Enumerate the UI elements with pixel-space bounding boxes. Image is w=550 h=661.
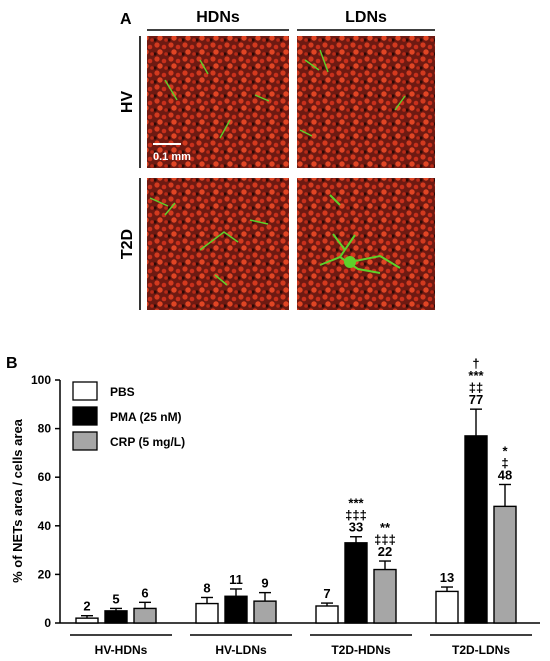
micrograph-hv-hdns: 0.1 mm [147, 36, 289, 168]
y-ticks: 0 20 40 60 80 100 [31, 373, 60, 630]
bar [315, 605, 339, 624]
category-label: HV-LDNs [215, 643, 267, 657]
data-label: 77 [469, 392, 483, 407]
bar [104, 610, 128, 624]
legend-swatch-pbs [72, 381, 98, 401]
bar [464, 435, 488, 624]
legend-label-pbs: PBS [110, 385, 135, 399]
micrograph-t2d-ldns [297, 178, 435, 310]
data-label: 5 [112, 591, 119, 606]
legend-swatch-crp [72, 431, 98, 451]
data-label: 33 [349, 520, 363, 535]
scale-bar [153, 143, 181, 145]
legend-label-crp: CRP (5 mg/L) [110, 435, 185, 449]
micrograph-panel: A HDNs LDNs HV T2D 0.1 mm [119, 9, 435, 310]
panel-a-label: A [120, 11, 132, 28]
data-label: 8 [203, 580, 210, 595]
y-tick-label: 100 [31, 373, 51, 387]
bar-chart: B % of NETs area / cells area 0 20 40 60 80 1… [6, 355, 540, 657]
y-tick-label: 20 [38, 567, 52, 581]
data-label: 6 [141, 585, 148, 600]
row-header-t2d: T2D [119, 229, 136, 259]
y-tick-label: 80 [38, 422, 52, 436]
bar [75, 617, 99, 624]
data-label: 9 [261, 576, 268, 591]
significance-marker: ** [380, 520, 391, 535]
micrograph-t2d-hdns [147, 178, 289, 310]
significance-marker: ‡‡ [469, 380, 483, 395]
scale-bar-label: 0.1 mm [153, 151, 191, 163]
significance-marker: * [502, 443, 508, 458]
y-tick-label: 60 [38, 470, 52, 484]
y-tick-label: 0 [44, 616, 51, 630]
significance-marker: ‡‡‡ [345, 508, 367, 523]
panel-b-label: B [6, 355, 18, 372]
legend: PBS PMA (25 nM) CRP (5 mg/L) [72, 381, 185, 451]
y-tick-label: 40 [38, 519, 52, 533]
legend-label-pma: PMA (25 nM) [110, 410, 182, 424]
column-header-ldns: LDNs [345, 9, 387, 26]
data-label: 2 [83, 599, 90, 614]
bar [195, 602, 219, 624]
bar [373, 568, 397, 624]
bar [435, 590, 459, 624]
category-label: T2D-HDNs [331, 643, 391, 657]
column-header-hdns: HDNs [196, 9, 240, 26]
bar [133, 607, 157, 624]
micrograph-hv-ldns [297, 36, 435, 168]
category-label: HV-HDNs [95, 643, 148, 657]
category-labels: HV-HDNs HV-LDNs T2D-HDNs T2D-LDNs [70, 634, 532, 657]
significance-marker: † [472, 356, 479, 371]
data-label: 7 [323, 586, 330, 601]
significance-marker: *** [348, 496, 364, 511]
significance-marker: *** [468, 368, 484, 383]
bar [493, 505, 517, 624]
data-label: 11 [229, 572, 243, 587]
significance-marker: ‡‡‡ [374, 532, 396, 547]
legend-swatch-pma [72, 406, 98, 426]
bar [344, 542, 368, 624]
bar [253, 600, 277, 624]
significance-marker: ‡ [501, 455, 508, 470]
data-label: 13 [440, 570, 454, 585]
data-label: 22 [378, 544, 392, 559]
bar [224, 595, 248, 624]
row-header-hv: HV [119, 91, 136, 114]
category-label: T2D-LDNs [452, 643, 510, 657]
y-axis-label: % of NETs area / cells area [10, 418, 25, 583]
bars [75, 408, 517, 624]
data-label: 48 [498, 467, 512, 482]
